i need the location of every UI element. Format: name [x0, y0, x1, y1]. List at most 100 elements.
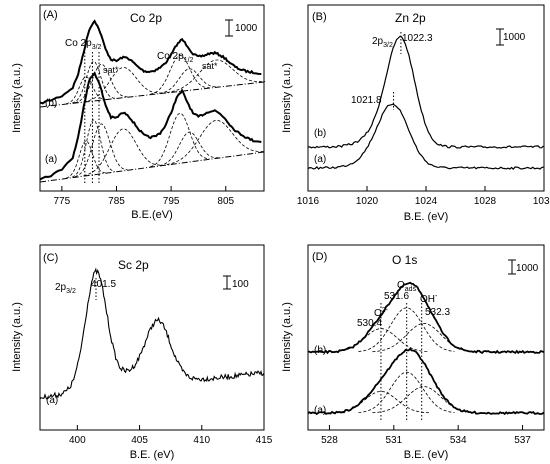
panel-b-xtick-label: 1028	[474, 196, 497, 207]
panel-d-series-a-line	[307, 347, 545, 416]
panel-a-ylabel: Intensity (a.u.)	[11, 63, 23, 133]
panel-c-xtick-label: 400	[69, 435, 86, 446]
panel-b-series-b-line	[307, 35, 544, 149]
panel-d-annotation-o2: O2-	[374, 307, 389, 319]
panel-b-series-label-a: (a)	[314, 154, 326, 165]
panel-a-baseline	[39, 151, 265, 183]
panel-c-series-a-line	[39, 267, 265, 400]
panel-d-fit-peak	[358, 371, 455, 413]
panel-d-title: O 1s	[392, 253, 417, 267]
panel-a-fit-peak	[159, 131, 219, 166]
panel-a-fit-peak	[166, 120, 266, 165]
panel-b-title: Zn 2p	[395, 11, 426, 25]
panel-d-fit-components	[332, 307, 474, 414]
panel-c-xtick-label: 410	[193, 435, 210, 446]
panel-c: (C) Sc 2p 100 Intensity (a.u.) B.E. (eV)…	[11, 244, 273, 461]
panel-d-xtick-label: 528	[321, 435, 338, 446]
panel-c-xlabel: B.E. (eV)	[130, 449, 175, 461]
panel-a-series: (b) (a)	[39, 19, 262, 181]
panel-a-title: Co 2p	[130, 11, 162, 25]
panel-b-scale-bar: 1000	[496, 28, 526, 46]
panel-a-reference-lines	[84, 52, 100, 183]
panel-d-scale-bar: 1000	[508, 259, 539, 275]
panel-a-xtick-label: 795	[163, 196, 180, 207]
panel-b-annotation-peak-b: 1022.3	[402, 33, 433, 44]
panel-a-fit-peak	[150, 54, 210, 95]
panel-b-xtick-label: 1020	[356, 196, 379, 207]
panel-b-reference-lines	[393, 32, 402, 110]
panel-d-annotation-oads-value: 531.6	[384, 291, 409, 302]
panel-a-scale-label: 1000	[235, 23, 258, 34]
panel-d: (D) O 1s 1000 Intensity (a.u.) B.E. (eV)…	[281, 244, 545, 461]
panel-a-annotation-sat-2: sat*	[202, 61, 218, 71]
panel-d-annotation-o2-value: 530.4	[357, 318, 382, 329]
panel-c-annotation-2p32: 2p3/2	[55, 282, 76, 295]
panel-a-fit-components	[39, 54, 266, 183]
panel-a: (A) Co 2p 1000 Intensity (a.u.) B.E.(eV)…	[11, 4, 266, 221]
panel-d-scale-label: 1000	[516, 263, 539, 274]
panel-a-baseline	[39, 81, 265, 108]
panel-b-ylabel: Intensity (a.u.)	[281, 63, 293, 133]
panel-c-xtick-label: 405	[131, 435, 148, 446]
panel-a-annotation-co2p12: Co 2p1/2	[157, 51, 194, 64]
panel-d-series-b-line	[307, 281, 545, 355]
panel-a-fit-peak	[72, 119, 115, 178]
panel-a-xtick-label: 775	[54, 196, 71, 207]
panel-d-series-label-b: (b)	[314, 345, 326, 356]
panel-c-annotation-peak: 401.5	[91, 279, 116, 290]
panel-c-scale-label: 100	[232, 279, 249, 290]
panel-b-xtick-label: 1016	[297, 196, 320, 207]
panel-a-fit-peak	[166, 59, 266, 93]
panel-b-annotation-peak-a: 1021.8	[351, 95, 382, 106]
panel-d-frame	[307, 244, 545, 431]
panel-d-annotation-oh: OH-	[420, 293, 438, 305]
panel-b: (B) Zn 2p 1000 Intensity (a.u.) B.E. (eV…	[281, 4, 550, 223]
panel-a-xtick-label: 785	[108, 196, 125, 207]
panel-a-xtick-label: 805	[217, 196, 234, 207]
panel-a-series-b-line	[39, 19, 262, 105]
panel-c-x-axis: 400 405 410 415	[69, 425, 273, 446]
panel-d-ylabel: Intensity (a.u.)	[281, 302, 293, 372]
panel-c-title: Sc 2p	[118, 258, 149, 272]
panel-d-xtick-label: 531	[385, 435, 402, 446]
panel-a-label: (A)	[43, 9, 58, 21]
panel-a-series-a-line	[39, 71, 262, 181]
panel-a-fit-peak	[159, 68, 219, 94]
panel-a-fit-peak	[66, 140, 106, 179]
panel-a-fit-peak	[150, 112, 210, 168]
panel-c-ylabel: Intensity (a.u.)	[11, 302, 23, 372]
panel-a-annotation-sat-1: sat*	[103, 65, 119, 75]
panel-a-fit-peak	[74, 123, 128, 178]
panel-c-xtick-label: 415	[256, 435, 273, 446]
panel-d-fit-peak	[372, 386, 474, 414]
panel-d-series: (b) (a)	[307, 281, 545, 416]
panel-b-series-label-b: (b)	[314, 128, 326, 139]
panel-c-label: (C)	[43, 252, 58, 264]
panel-b-label: (B)	[312, 11, 327, 23]
panel-a-series-label-b: (b)	[45, 98, 57, 109]
panel-d-annotation-oh-value: 532.3	[425, 307, 450, 318]
panel-c-frame	[39, 244, 265, 431]
panel-b-annotation-2p32: 2p3/2	[372, 36, 393, 49]
panel-d-annotation-oads: Oads	[397, 280, 417, 293]
panel-a-xlabel: B.E.(eV)	[131, 209, 173, 221]
panel-b-x-axis: 1016 1020 1024 1028 1032	[297, 186, 550, 207]
panel-d-xlabel: B.E. (eV)	[404, 449, 449, 461]
panel-a-frame	[39, 4, 265, 192]
panel-b-xlabel: B.E. (eV)	[404, 211, 449, 223]
panel-a-fit-peak	[83, 128, 163, 177]
panel-a-fit-peak	[74, 63, 128, 104]
panel-c-series: (a)	[39, 267, 265, 406]
panel-d-label: (D)	[312, 251, 327, 263]
panel-b-series-a-line	[307, 103, 544, 170]
panel-a-scale-bar: 1000	[225, 19, 258, 37]
panel-d-xtick-label: 537	[514, 435, 531, 446]
panel-d-fit-peak	[332, 328, 429, 353]
panel-b-series: (b) (a)	[307, 35, 544, 170]
panel-d-x-axis: 528 531 534 537	[321, 425, 531, 446]
panel-c-scale-bar: 100	[223, 275, 249, 290]
panel-d-fit-peak	[358, 307, 455, 352]
panel-d-reference-lines	[380, 303, 423, 420]
panel-a-fit-peak	[66, 76, 106, 105]
